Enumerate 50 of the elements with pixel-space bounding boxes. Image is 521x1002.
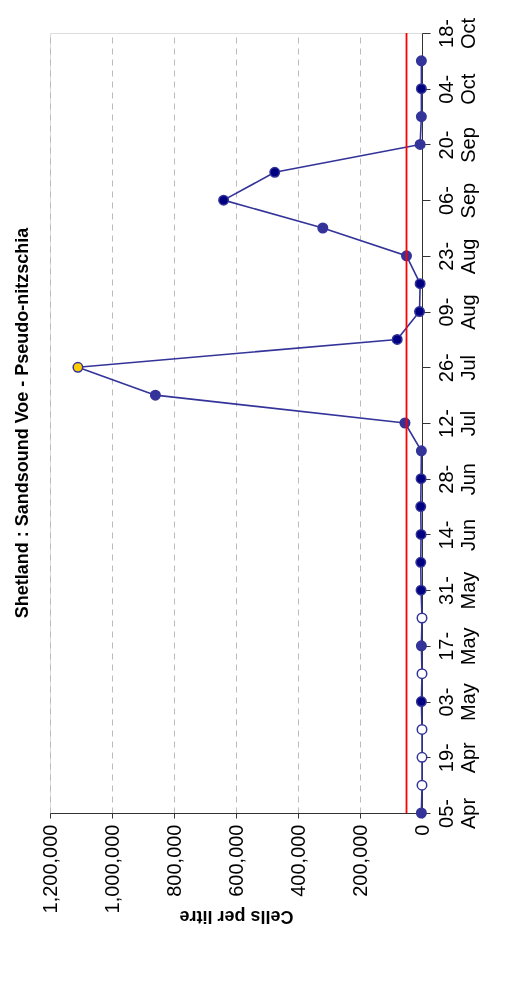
- point: [149, 389, 161, 401]
- point: [415, 445, 427, 457]
- y-tick-label: 19- Apr: [434, 741, 479, 774]
- x-tick-label: 600,000: [224, 824, 247, 897]
- x-tick-label: 1,200,000: [38, 824, 61, 914]
- y-tick-label: 18- Oct: [434, 17, 479, 50]
- text: Shetland : Sandsound Voe - Pseudo-nitzschia: [12, 226, 32, 619]
- y-tick-label: 04- Oct: [434, 73, 479, 105]
- x-tick-label: 800,000: [162, 824, 185, 897]
- x-tick-label: 1,000,000: [100, 824, 123, 914]
- y-tick-label: 03- May: [434, 683, 479, 721]
- point: [72, 361, 84, 373]
- point: [415, 83, 427, 95]
- y-tick-label: 23- Aug: [434, 238, 479, 275]
- point: [416, 723, 428, 735]
- point: [415, 640, 427, 652]
- y-tick-label: 26- Jul: [434, 353, 479, 383]
- x-tick-label: 400,000: [286, 824, 309, 897]
- x-axis-title: Cells per litre: [179, 907, 294, 928]
- point: [414, 278, 426, 290]
- point: [416, 668, 428, 680]
- point: [415, 473, 427, 485]
- point: [415, 55, 427, 67]
- y-tick-label: 06- Sep: [434, 182, 479, 219]
- x-tick-label: 200,000: [348, 824, 371, 897]
- point: [415, 556, 427, 568]
- y-tick-label: 20- Sep: [434, 127, 479, 163]
- point: [269, 166, 281, 178]
- y-tick-label: 05- Apr: [434, 797, 479, 830]
- point: [415, 696, 427, 708]
- x-tick-label: 0: [410, 824, 433, 836]
- y-tick-label: 17- May: [434, 627, 479, 666]
- point: [416, 751, 428, 763]
- y-tick-label: 09- Aug: [434, 294, 479, 330]
- point: [416, 612, 428, 624]
- point: [218, 194, 230, 206]
- y-tick-label: 14- Jun: [434, 518, 479, 552]
- point: [415, 584, 427, 596]
- point: [415, 807, 427, 819]
- y-tick-label: 28- Jun: [434, 463, 479, 496]
- point: [416, 779, 428, 791]
- point: [415, 111, 427, 123]
- point: [414, 138, 426, 150]
- point: [317, 222, 329, 234]
- point: [391, 333, 403, 345]
- point: [415, 528, 427, 540]
- y-tick-label: 12- Jul: [434, 409, 479, 438]
- point: [415, 501, 427, 513]
- point: [414, 306, 426, 318]
- y-tick-label: 31- May: [434, 571, 479, 610]
